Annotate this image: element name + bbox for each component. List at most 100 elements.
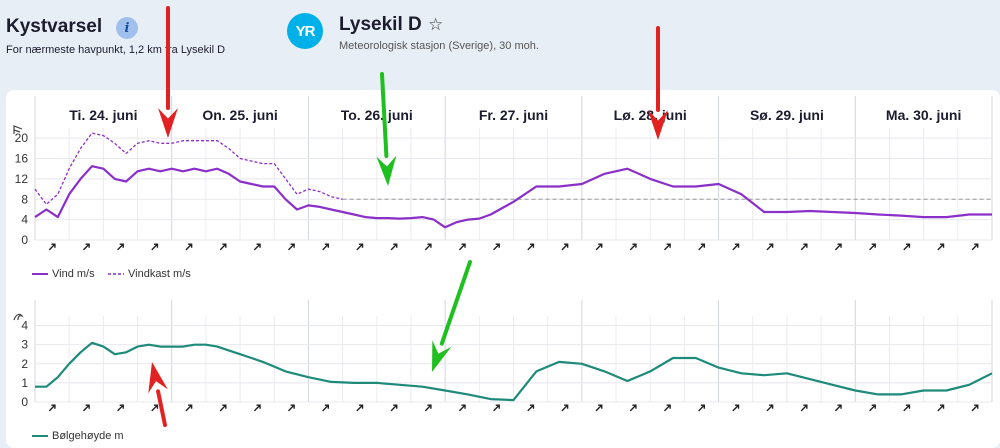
station-description: Meteorologisk stasjon (Sverige), 30 moh. [339, 40, 539, 52]
legend-wave-swatch-icon [32, 435, 48, 437]
y-tick-label: 3 [21, 338, 28, 352]
direction-arrow-icon [48, 243, 56, 251]
direction-arrow-icon [151, 404, 159, 412]
direction-arrow-icon [356, 243, 364, 251]
direction-arrow-icon [424, 243, 432, 251]
wind-direction-arrows [48, 243, 979, 412]
legend-wave-label: Bølgehøyde m [52, 430, 124, 442]
legend-wind[interactable]: Vind m/s [32, 268, 95, 280]
day-label: Fr. 27. juni [479, 107, 548, 123]
y-tick-label: 12 [15, 172, 29, 186]
series-line-wind [34, 165, 992, 229]
legend-wave[interactable]: Bølgehøyde m [32, 430, 124, 442]
star-icon[interactable]: ☆ [428, 15, 444, 34]
direction-arrow-icon [937, 243, 945, 251]
day-label: Ma. 30. juni [886, 107, 961, 123]
direction-arrow-icon [287, 404, 295, 412]
direction-arrow-icon [151, 243, 159, 251]
info-icon[interactable]: i [116, 17, 138, 39]
direction-arrow-icon [493, 243, 500, 251]
legend-gust-label: Vindkast m/s [128, 268, 191, 280]
day-labels: Ti. 24. juni On. 25. juni To. 26. juni Fr. … [69, 107, 961, 123]
red-arrow-icon [158, 6, 178, 138]
yr-logo[interactable]: YR [287, 13, 323, 49]
page-header: Kystvarsel i For nærmeste havpunkt, 1,2 … [0, 0, 1000, 86]
direction-arrow-icon [322, 404, 330, 412]
day-label: Sø. 29. juni [750, 107, 824, 123]
series-line-gust [34, 132, 343, 206]
y-tick-label: 20 [15, 131, 29, 145]
station-name: Lysekil D [339, 14, 422, 35]
direction-arrow-icon [390, 404, 398, 412]
direction-arrow-icon [287, 243, 295, 251]
direction-arrow-icon [82, 243, 90, 251]
direction-arrow-icon [356, 404, 364, 412]
direction-arrow-icon [82, 404, 90, 412]
direction-arrow-icon [903, 404, 911, 412]
direction-arrow-icon [766, 404, 774, 412]
direction-arrow-icon [595, 404, 603, 412]
page-title: Kystvarsel [6, 16, 103, 37]
direction-arrow-icon [219, 243, 227, 251]
direction-arrow-icon [800, 243, 808, 251]
direction-arrow-icon [971, 404, 979, 412]
direction-arrow-icon [458, 243, 466, 251]
annotations [148, 6, 668, 427]
direction-arrow-icon [732, 404, 740, 412]
direction-arrow-icon [629, 243, 637, 251]
direction-arrow-icon [253, 243, 261, 251]
y-tick-label: 16 [15, 152, 29, 166]
direction-arrow-icon [390, 243, 398, 251]
direction-arrow-icon [527, 243, 535, 251]
green-arrow-icon [376, 72, 397, 186]
direction-arrow-icon [117, 243, 124, 251]
red-arrow-icon [148, 362, 168, 427]
grid-lines [34, 96, 993, 403]
direction-arrow-icon [458, 404, 466, 412]
direction-arrow-icon [869, 243, 876, 251]
y-tick-label: 8 [21, 192, 28, 206]
day-label: Ti. 24. juni [69, 107, 137, 123]
series-lines [34, 132, 993, 402]
wave-icon [13, 313, 24, 321]
red-arrow-icon [648, 26, 668, 140]
direction-arrow-icon [663, 404, 671, 412]
direction-arrow-icon [424, 404, 432, 412]
direction-arrow-icon [732, 243, 740, 251]
direction-arrow-icon [869, 404, 876, 412]
y-tick-label: 4 [21, 213, 28, 227]
direction-arrow-icon [595, 243, 603, 251]
direction-arrow-icon [698, 243, 706, 251]
direction-arrow-icon [766, 243, 774, 251]
direction-arrow-icon [834, 404, 842, 412]
direction-arrow-icon [971, 243, 979, 251]
direction-arrow-icon [185, 243, 193, 251]
legend-wind-swatch-icon [32, 273, 48, 275]
direction-arrow-icon [322, 243, 330, 251]
y-tick-label: 0 [21, 395, 28, 409]
direction-arrow-icon [800, 404, 808, 412]
y-tick-label: 1 [21, 376, 28, 390]
direction-arrow-icon [561, 404, 569, 412]
day-label: On. 25. juni [202, 107, 277, 123]
direction-arrow-icon [663, 243, 671, 251]
legend-wind-label: Vind m/s [52, 268, 95, 280]
direction-arrow-icon [629, 404, 637, 412]
direction-arrow-icon [253, 404, 261, 412]
direction-arrow-icon [117, 404, 124, 412]
direction-arrow-icon [527, 404, 535, 412]
direction-arrow-icon [185, 404, 193, 412]
direction-arrow-icon [937, 404, 945, 412]
legend-gust[interactable]: Vindkast m/s [108, 268, 191, 280]
direction-arrow-icon [698, 404, 706, 412]
direction-arrow-icon [493, 404, 500, 412]
wind-flag-icon [13, 125, 23, 134]
green-arrow-icon [432, 260, 472, 372]
direction-arrow-icon [219, 404, 227, 412]
day-label: To. 26. juni [341, 107, 413, 123]
unit-icons [13, 125, 24, 321]
direction-arrow-icon [834, 243, 842, 251]
legend-gust-swatch-icon [108, 273, 124, 275]
